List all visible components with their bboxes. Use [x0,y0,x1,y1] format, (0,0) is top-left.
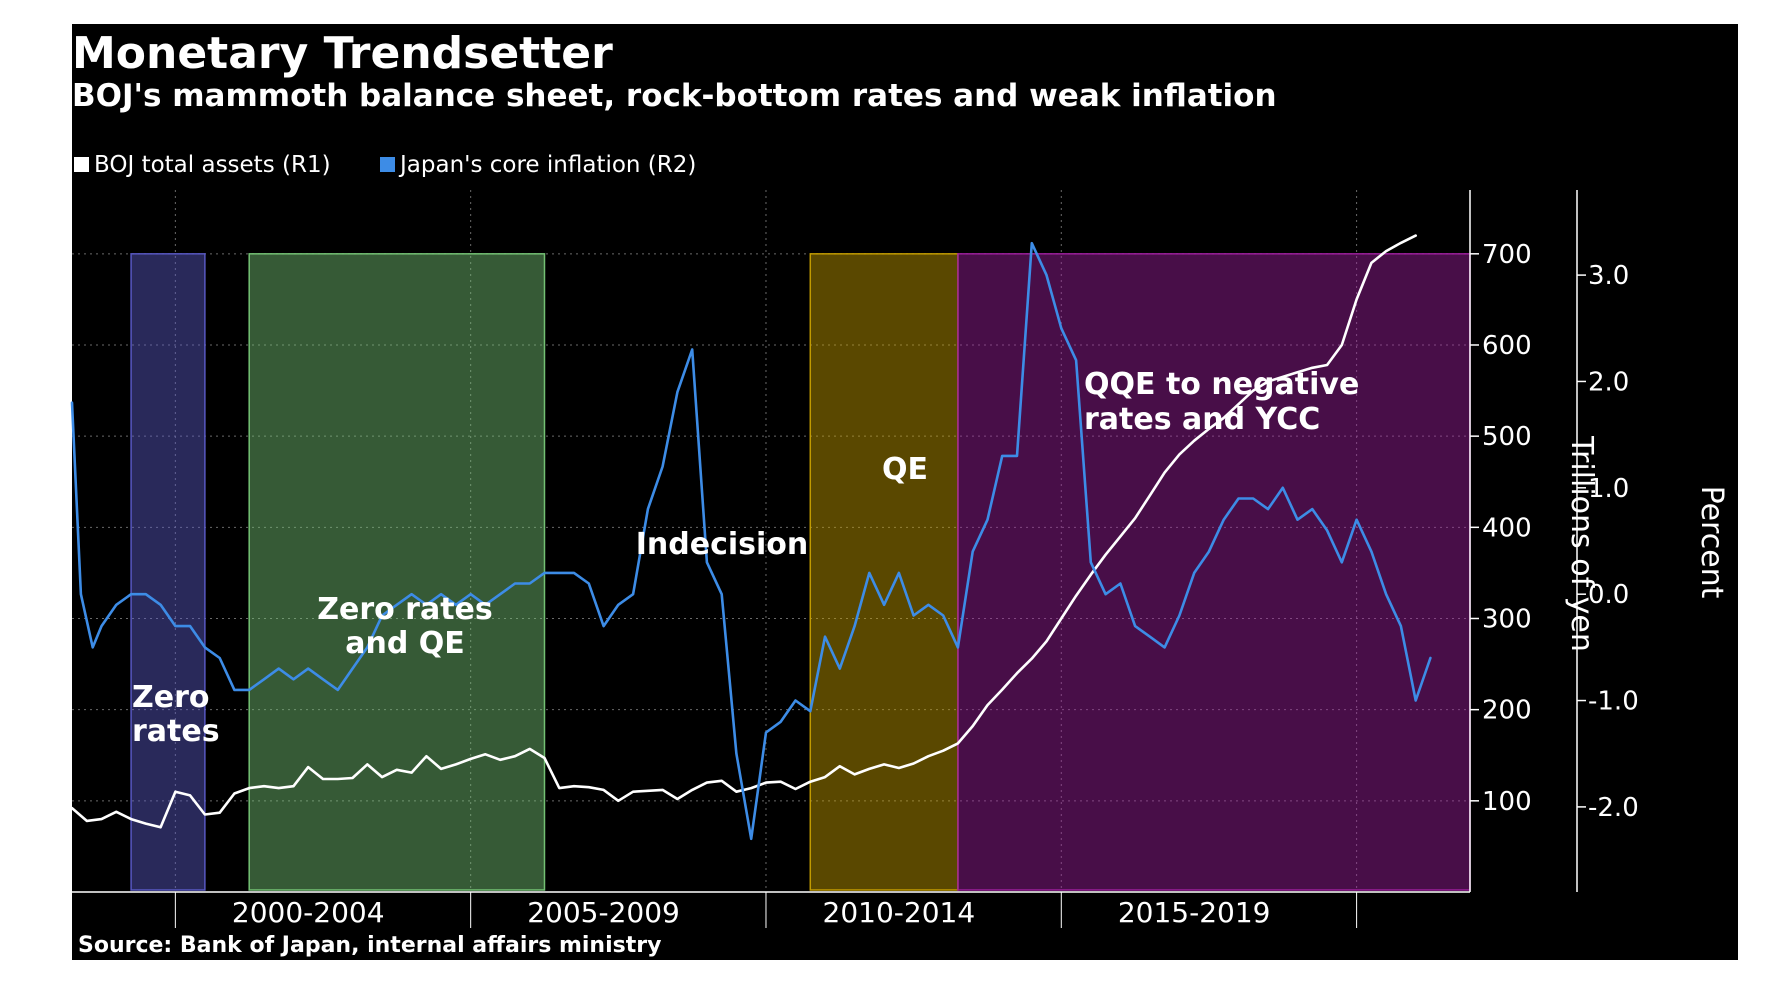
annotation-qqe-line-1: QQE to negative [1084,367,1359,402]
annotation-indecision: Indecision [636,527,809,562]
r1-tick-label-4: 500 [1482,422,1532,452]
r2-tick-label-4: 2.0 [1588,367,1629,397]
annotation-qqe: QQE to negative rates and YCC [1084,367,1359,437]
r1-tick-label-2: 300 [1482,604,1532,634]
chart-subtitle: BOJ's mammoth balance sheet, rock-bottom… [72,78,1277,114]
annotation-qe: QE [882,452,928,487]
annotation-zero-rates-qe: Zero rates and QE [317,592,493,661]
annotation-zero-rates: Zero rates [132,680,220,749]
annotations: Zero rates Zero rates and QE Indecision QE… [132,367,1359,749]
annotation-qqe-line-2: rates and YCC [1084,402,1320,437]
chart-title: Monetary Trendsetter [72,28,613,79]
legend-label-assets: BOJ total assets (R1) [94,152,331,178]
shaded-period-3 [957,253,1471,891]
series-line-1 [70,241,1432,841]
shaded-period-1 [248,253,546,891]
annotation-zero-rates-line-1: Zero [132,680,210,715]
right-axis-r1-ticks: 100 200 300 400 500 600 700 [1470,240,1532,817]
r2-axis-title: Percent [1694,486,1729,599]
legend-swatch-inflation [380,157,395,172]
x-axis-dividers [174,892,1358,928]
x-period-label-0: 2000-2004 [232,896,385,929]
legend-swatch-assets [74,157,89,172]
x-period-label-1: 2005-2009 [527,896,680,929]
r2-tick-label-2: 0.0 [1588,580,1629,610]
annotation-zero-rates-qe-line-1: Zero rates [317,592,493,627]
annotation-zero-rates-qe-line-2: and QE [345,626,465,661]
shaded-period-0 [130,253,206,891]
r2-tick-label-0: -2.0 [1588,793,1639,823]
r1-tick-label-3: 400 [1482,513,1532,543]
x-axis-period-labels: 2000-2004 2005-2009 2010-2014 2015-2019 [232,896,1271,929]
chart-frame: Monetary Trendsetter BOJ's mammoth balan… [70,24,1738,960]
r1-tick-label-6: 700 [1482,240,1532,270]
right-axis-r2-ticks: -2.0 -1.0 0.0 1.0 2.0 3.0 [1577,261,1639,823]
shaded-periods [130,253,1471,891]
r1-axis-title: Trillions of yen [1564,435,1599,652]
chart-source: Source: Bank of Japan, internal affairs … [78,933,661,958]
r1-tick-label-1: 200 [1482,696,1532,726]
chart: Monetary Trendsetter BOJ's mammoth balan… [70,28,1729,958]
r1-tick-label-5: 600 [1482,331,1532,361]
series-lines [70,234,1432,841]
x-period-label-2: 2010-2014 [823,896,976,929]
r2-tick-label-3: 1.0 [1588,474,1629,504]
r2-tick-label-5: 3.0 [1588,261,1629,291]
legend-label-inflation: Japan's core inflation (R2) [398,152,696,178]
r1-tick-label-0: 100 [1482,787,1532,817]
annotation-zero-rates-line-2: rates [132,714,220,749]
r2-tick-label-1: -1.0 [1588,687,1639,717]
x-period-label-3: 2015-2019 [1118,896,1271,929]
shaded-period-2 [809,253,959,891]
